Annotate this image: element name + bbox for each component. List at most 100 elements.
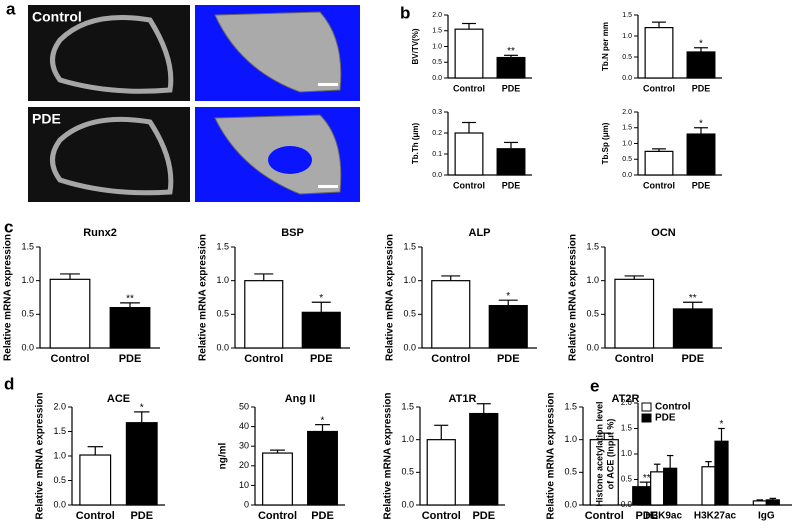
significance: ** [643, 473, 651, 484]
y-tick-label: 2.0 [622, 109, 632, 116]
y-tick-label: 2.0 [621, 398, 633, 407]
y-tick-label: 0.2 [432, 130, 442, 137]
x-tick-label: PDE [692, 83, 711, 93]
y-tick-label: 0.5 [432, 59, 442, 66]
bone-outline [50, 15, 174, 94]
bar [496, 148, 526, 176]
x-tick-label: PDE [692, 180, 711, 190]
x-tick-label: Control [585, 510, 624, 522]
bar [454, 28, 484, 79]
bar [307, 430, 338, 506]
y-tick-label: 1.0 [586, 275, 599, 285]
y-tick-label: 1.5 [403, 241, 416, 251]
y-tick-label: 10 [239, 480, 249, 490]
y-tick-label: 40 [239, 421, 249, 431]
x-tick-label: PDE [681, 353, 704, 365]
y-tick-label: 1.0 [432, 43, 442, 50]
x-tick-label: Control [431, 353, 470, 365]
x-tick-label: Control [244, 353, 283, 365]
y-axis-label: Relative mRNA expression [198, 234, 209, 361]
bar [644, 150, 674, 176]
y-tick-label: 1.5 [564, 401, 577, 411]
chart-title: ACE [107, 393, 130, 405]
y-axis-label: Relative mRNA expression [568, 234, 579, 361]
y-tick-label: 1.0 [564, 434, 577, 444]
x-tick-label: PDE [119, 353, 142, 365]
bar [752, 500, 767, 506]
bar [109, 307, 151, 349]
y-tick-label: 1.5 [622, 125, 632, 132]
y-tick-label: 1.5 [432, 28, 442, 35]
chart-title: AT2R [612, 393, 640, 405]
x-tick-label: Control [643, 83, 675, 93]
y-tick-label: 0 [244, 499, 249, 509]
y-tick-label: 0.0 [621, 500, 633, 509]
bar [663, 467, 678, 506]
panel-label: c [4, 217, 13, 236]
y-tick-label: 0.5 [216, 309, 229, 319]
y-tick-label: 0.0 [21, 342, 34, 352]
y-tick-label: 0.5 [564, 467, 577, 477]
bone-render-hole [268, 146, 312, 174]
bar [431, 280, 471, 349]
significance: * [321, 415, 325, 426]
y-axis-label: Relative mRNA expression [383, 393, 394, 520]
x-tick-label: PDE [130, 510, 153, 522]
chart-title: ALP [469, 227, 491, 239]
panel-label: d [4, 374, 14, 393]
y-tick-label: 0.0 [622, 172, 632, 179]
bar [244, 280, 284, 349]
x-tick-label: Control [422, 510, 461, 522]
bar [49, 278, 91, 349]
significance: * [140, 403, 144, 414]
y-axis-label: of ACE (Input %) [605, 419, 615, 490]
scale-bar [318, 185, 338, 188]
legend-label: PDE [655, 413, 676, 424]
y-axis-label: Relative mRNA expression [35, 393, 46, 520]
y-tick-label: 0.0 [403, 342, 416, 352]
bar [686, 51, 716, 79]
x-tick-label: Control [453, 83, 485, 93]
significance: * [319, 293, 323, 304]
legend-swatch [641, 413, 652, 423]
image-label: Control [32, 9, 82, 25]
y-tick-label: 1.5 [621, 424, 633, 433]
significance: ** [126, 294, 134, 305]
bar [496, 56, 526, 79]
y-tick-label: 0.5 [403, 309, 416, 319]
y-tick-label: 0.5 [621, 475, 633, 484]
x-tick-label: PDE [635, 510, 658, 522]
chart-title: BSP [281, 227, 304, 239]
y-tick-label: 1.5 [401, 401, 414, 411]
y-tick-label: 1.0 [401, 434, 414, 444]
y-tick-label: 50 [239, 401, 249, 411]
bar [614, 278, 655, 349]
y-tick-label: 0.0 [401, 499, 414, 509]
y-tick-label: 30 [239, 441, 249, 451]
y-tick-label: 0.5 [401, 467, 414, 477]
y-axis-label: Tb.Th (μm) [411, 123, 420, 165]
y-tick-label: 0.5 [21, 309, 34, 319]
y-tick-label: 0.0 [586, 342, 599, 352]
y-axis-label: Relative mRNA expression [3, 234, 14, 361]
significance: * [699, 38, 703, 49]
y-tick-label: 1.0 [53, 450, 66, 460]
y-tick-label: 1.0 [622, 33, 632, 40]
y-tick-label: 1.0 [621, 449, 633, 458]
bar [79, 454, 112, 506]
y-tick-label: 0.0 [216, 342, 229, 352]
y-tick-label: 1.5 [586, 241, 599, 251]
x-tick-label: Control [615, 353, 654, 365]
y-tick-label: 0.0 [622, 75, 632, 82]
bar [644, 27, 674, 79]
x-tick-label: PDE [472, 510, 495, 522]
panel-label: e [590, 376, 599, 395]
y-tick-label: 0.5 [586, 309, 599, 319]
y-tick-label: 1.0 [622, 140, 632, 147]
legend-label: Control [655, 402, 691, 413]
bar [650, 471, 665, 506]
y-tick-label: 0.0 [564, 499, 577, 509]
bone-outline [50, 116, 174, 196]
x-tick-label: H3K9ac [645, 511, 682, 522]
